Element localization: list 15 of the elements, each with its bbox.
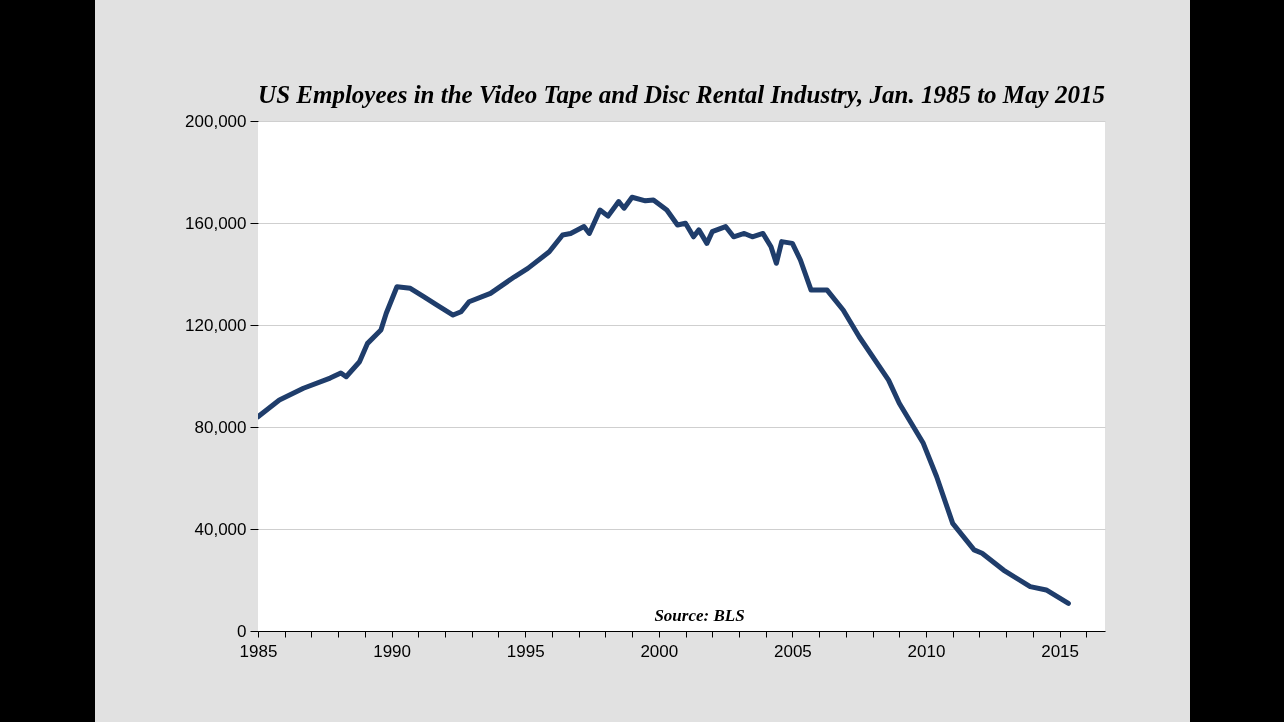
x-tick-label: 1990 <box>373 641 412 661</box>
annotation: Source: BLS <box>654 606 745 625</box>
y-tick-label: 0 <box>237 621 247 641</box>
x-tick-label: 1985 <box>239 641 278 661</box>
y-tick-label: 160,000 <box>185 213 247 233</box>
y-tick-label: 80,000 <box>194 417 247 437</box>
y-tick-label: 200,000 <box>185 111 247 131</box>
x-tick-label: 2010 <box>907 641 946 661</box>
chart-title: US Employees in the Video Tape and Disc Rental Industry, Jan. 1985 to May 2015 <box>258 81 1105 108</box>
y-tick-label: 120,000 <box>185 315 247 335</box>
x-tick-label: 2015 <box>1041 641 1079 661</box>
x-tick-label: 1995 <box>506 641 545 661</box>
x-tick-label: 2005 <box>773 641 812 661</box>
x-tick-label: 2000 <box>640 641 679 661</box>
y-tick-label: 40,000 <box>194 519 247 539</box>
